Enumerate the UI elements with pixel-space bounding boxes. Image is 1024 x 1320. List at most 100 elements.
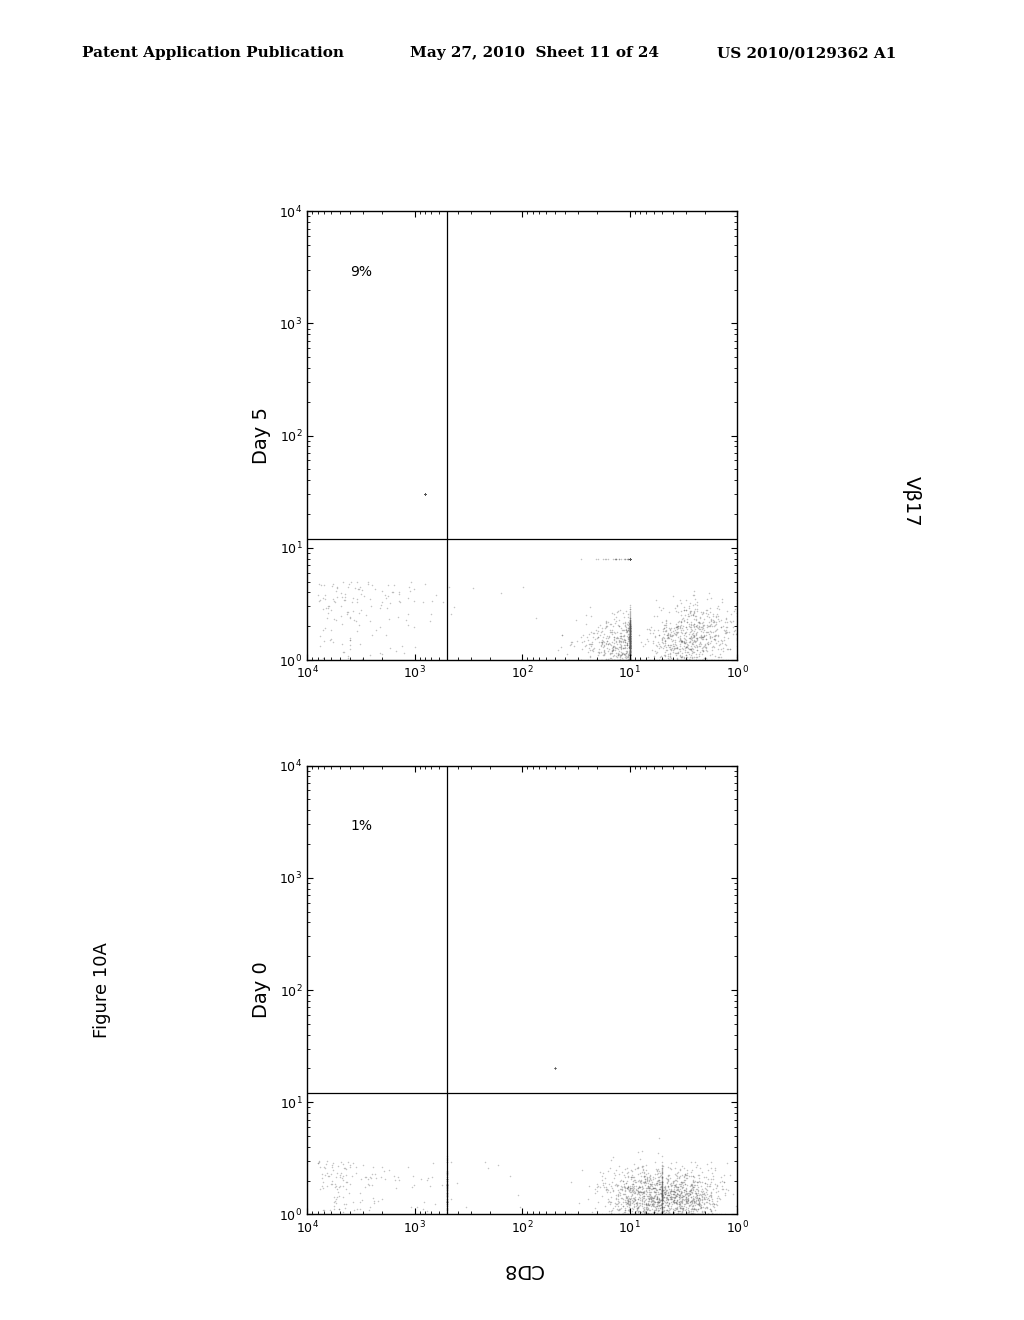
Point bbox=[654, 1189, 671, 1210]
Point bbox=[654, 1181, 671, 1203]
Point bbox=[439, 1168, 456, 1189]
Point bbox=[682, 1191, 698, 1212]
Point bbox=[660, 1184, 677, 1205]
Point bbox=[573, 631, 590, 652]
Point bbox=[594, 627, 610, 648]
Point bbox=[574, 1159, 591, 1180]
Point bbox=[345, 1192, 361, 1213]
Point bbox=[605, 636, 622, 657]
Point bbox=[439, 1171, 456, 1192]
Point bbox=[622, 548, 638, 569]
Point bbox=[622, 626, 638, 647]
Point bbox=[638, 1163, 654, 1184]
Point bbox=[417, 483, 433, 504]
Point bbox=[668, 622, 684, 643]
Point bbox=[612, 1176, 629, 1197]
Point bbox=[449, 1172, 465, 1193]
Point bbox=[681, 1204, 697, 1225]
Point bbox=[601, 1200, 617, 1221]
Point bbox=[676, 1181, 692, 1203]
Point bbox=[673, 630, 689, 651]
Point bbox=[633, 1201, 649, 1222]
Point bbox=[622, 631, 638, 652]
Point bbox=[682, 639, 698, 660]
Point bbox=[702, 610, 719, 631]
Point bbox=[614, 630, 631, 651]
Point bbox=[683, 1181, 699, 1203]
Point bbox=[681, 639, 697, 660]
Point bbox=[611, 610, 628, 631]
Point bbox=[561, 635, 578, 656]
Point bbox=[622, 618, 638, 639]
Point bbox=[614, 1187, 631, 1208]
Point bbox=[666, 1189, 682, 1210]
Point bbox=[617, 548, 634, 569]
Point bbox=[626, 1177, 642, 1199]
Point bbox=[717, 1204, 733, 1225]
Point bbox=[632, 1181, 648, 1203]
Point bbox=[647, 1163, 664, 1184]
Point bbox=[622, 631, 638, 652]
Point bbox=[310, 585, 327, 606]
Point bbox=[707, 626, 723, 647]
Point bbox=[689, 636, 706, 657]
Point bbox=[698, 602, 715, 623]
Point bbox=[664, 631, 680, 652]
Point bbox=[682, 1203, 698, 1224]
Point bbox=[622, 634, 638, 655]
Point bbox=[622, 627, 638, 648]
Point bbox=[622, 636, 638, 657]
Point bbox=[725, 623, 741, 644]
Point bbox=[340, 1152, 356, 1173]
Point bbox=[622, 636, 638, 657]
Point bbox=[673, 631, 689, 652]
Point bbox=[652, 1189, 669, 1210]
Point bbox=[622, 648, 638, 669]
Point bbox=[622, 611, 638, 632]
Point bbox=[684, 649, 700, 671]
Point bbox=[658, 1184, 675, 1205]
Point bbox=[692, 607, 709, 628]
Point bbox=[678, 649, 694, 671]
Point bbox=[678, 1196, 694, 1217]
Point bbox=[602, 647, 618, 668]
Point bbox=[655, 1188, 672, 1209]
Point bbox=[710, 606, 726, 627]
Point bbox=[439, 1192, 456, 1213]
Point bbox=[620, 611, 636, 632]
Point bbox=[695, 1184, 712, 1205]
Point bbox=[595, 644, 611, 665]
Point bbox=[682, 593, 698, 614]
Point bbox=[673, 1181, 689, 1203]
Point bbox=[614, 1204, 631, 1225]
Point bbox=[357, 605, 374, 626]
Point bbox=[692, 620, 709, 642]
Point bbox=[622, 548, 638, 569]
Point bbox=[672, 1196, 688, 1217]
Point bbox=[694, 627, 711, 648]
Point bbox=[654, 1204, 671, 1225]
Point bbox=[642, 1175, 658, 1196]
Point bbox=[664, 624, 680, 645]
Point bbox=[622, 619, 638, 640]
Point bbox=[648, 1181, 665, 1203]
Point bbox=[329, 1187, 345, 1208]
Point bbox=[681, 1196, 697, 1217]
Point bbox=[703, 627, 720, 648]
Point bbox=[717, 634, 733, 655]
Point bbox=[677, 1170, 693, 1191]
Point bbox=[656, 1185, 673, 1206]
Point bbox=[352, 599, 369, 620]
Point bbox=[635, 1204, 651, 1225]
Point bbox=[598, 648, 614, 669]
Point bbox=[654, 1183, 671, 1204]
Point bbox=[605, 644, 622, 665]
Point bbox=[331, 1199, 347, 1220]
Point bbox=[624, 1180, 640, 1201]
Point bbox=[336, 642, 352, 663]
Point bbox=[642, 1199, 658, 1220]
Point bbox=[707, 626, 723, 647]
Point bbox=[662, 635, 678, 656]
Point bbox=[617, 644, 634, 665]
Point bbox=[342, 1173, 358, 1195]
